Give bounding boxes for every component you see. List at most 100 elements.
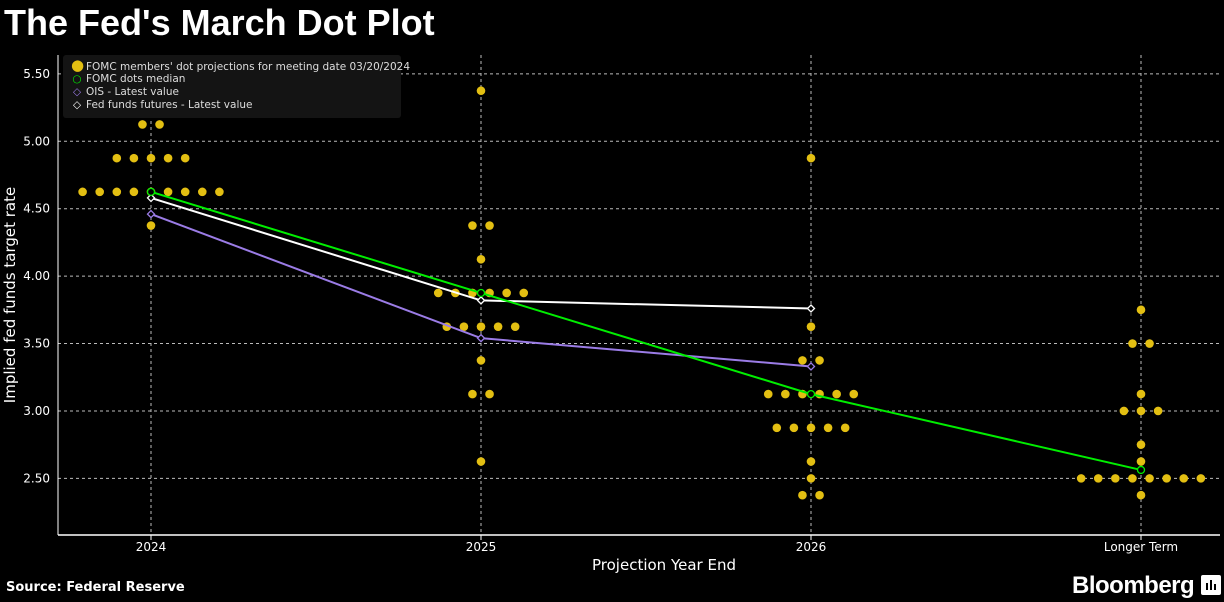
fomc-dot (1111, 474, 1120, 483)
fomc-dot (519, 288, 529, 298)
fomc-dot (1136, 457, 1146, 466)
diamond-swatch-icon: ◇ (72, 99, 82, 111)
y-axis-label: Implied fed funds target rate (1, 187, 19, 403)
fomc-dot (849, 389, 859, 399)
legend-item-ois: ◇ OIS - Latest value (71, 86, 179, 99)
fomc-dot (433, 288, 443, 298)
fomc-dot (1153, 406, 1163, 416)
fomc-dot (1128, 339, 1137, 348)
fomc-dot (510, 322, 520, 331)
dot-swatch-icon: ● (71, 56, 85, 74)
fomc-dot (146, 153, 156, 163)
fomc-dot (180, 187, 190, 197)
fomc-dot (806, 322, 816, 331)
legend-label: Fed funds futures - Latest value (86, 99, 253, 111)
fomc-median-marker (1136, 465, 1146, 475)
fomc-median-marker (806, 389, 816, 399)
chart-title: The Fed's March Dot Plot (4, 2, 435, 43)
fomc-dot (1136, 440, 1146, 449)
fomc-dot (1145, 339, 1154, 348)
fomc-dot (112, 187, 122, 197)
y-tick-label: 4.50 (23, 202, 50, 216)
fomc-dot (806, 474, 816, 483)
fomc-dot (146, 221, 156, 230)
fomc-dot (112, 153, 122, 163)
fomc-dot (1179, 474, 1189, 483)
fomc-dot (772, 423, 782, 433)
fomc-dot (1196, 474, 1206, 483)
fomc-dot (476, 322, 486, 331)
fomc-dot (502, 288, 511, 298)
fomc-dot (485, 389, 494, 399)
fomc-dot (806, 457, 816, 466)
fomc-median-marker (146, 187, 156, 197)
fomc-dot (806, 153, 816, 163)
bloomberg-terminal-icon (1201, 575, 1221, 595)
fomc-dot (1162, 474, 1171, 483)
fomc-dot (1119, 406, 1129, 416)
source-note: Source: Federal Reserve (6, 580, 185, 595)
fomc-dot (763, 389, 773, 399)
fomc-dot (468, 389, 477, 399)
legend-label: OIS - Latest value (86, 86, 179, 98)
x-axis-label: Projection Year End (592, 556, 736, 574)
fomc-dot (1136, 490, 1146, 500)
fomc-median-line (150, 190, 1142, 471)
fomc-dot (840, 423, 850, 433)
bloomberg-logo: Bloomberg (1072, 572, 1195, 599)
fomc-dot (155, 120, 164, 129)
fomc-dot (815, 490, 824, 500)
fomc-dot (129, 153, 139, 163)
fomc-dot (781, 389, 790, 399)
fomc-dot (476, 457, 486, 466)
fomc-dot (806, 423, 816, 433)
fomc-dot (789, 423, 799, 433)
fomc-dot (1136, 406, 1146, 416)
fomc-dot (163, 153, 173, 163)
fomc-dot (180, 153, 190, 163)
y-tick-label: 3.50 (23, 337, 50, 351)
fomc-dot (798, 490, 807, 500)
diamond-swatch-icon: ◇ (72, 86, 82, 98)
fed-funds-futures-marker (476, 295, 486, 305)
fomc-median-marker (476, 288, 486, 298)
legend-label: FOMC members' dot projections for meetin… (86, 61, 411, 73)
legend-item-dots: ● FOMC members' dot projections for meeti… (71, 56, 411, 74)
fomc-dot (832, 389, 841, 399)
fomc-dot (798, 356, 807, 365)
legend-item-futures: ◇ Fed funds futures - Latest value (71, 99, 253, 112)
bar-glyph (1206, 580, 1216, 590)
x-tick-label: 2026 (796, 540, 827, 554)
fomc-dot (459, 322, 469, 331)
fed-funds-futures-marker (146, 193, 156, 203)
fomc-dot (1093, 474, 1103, 483)
legend-label: FOMC dots median (86, 73, 186, 85)
x-tick-label: 2024 (136, 540, 167, 554)
fomc-dot (1128, 474, 1137, 483)
fomc-dot (198, 187, 207, 197)
x-tick-label: Longer Term (1104, 540, 1178, 554)
fomc-dot (215, 187, 224, 197)
fed-funds-futures-marker (806, 304, 816, 313)
legend-item-median: ○ FOMC dots median (71, 73, 185, 86)
ois-marker (476, 333, 486, 343)
fomc-dot (78, 187, 87, 197)
y-tick-label: 3.00 (23, 404, 50, 418)
fomc-dot (476, 356, 486, 365)
fomc-dot (129, 187, 139, 197)
x-tick-label: 2025 (466, 540, 497, 554)
fomc-dot (1136, 389, 1146, 399)
fomc-dot (476, 86, 486, 96)
fomc-dot (493, 322, 503, 331)
ois-marker (146, 209, 156, 219)
fomc-dot (138, 120, 147, 129)
fomc-dot (163, 187, 173, 197)
legend: ● FOMC members' dot projections for meeti… (63, 55, 410, 118)
fomc-dot (1145, 474, 1154, 483)
fomc-dot (815, 356, 824, 365)
y-tick-label: 5.50 (23, 67, 50, 81)
fomc-dot (1076, 474, 1086, 483)
fomc-dot (823, 423, 833, 433)
circle-swatch-icon: ○ (72, 73, 82, 85)
fomc-dot (95, 187, 104, 197)
